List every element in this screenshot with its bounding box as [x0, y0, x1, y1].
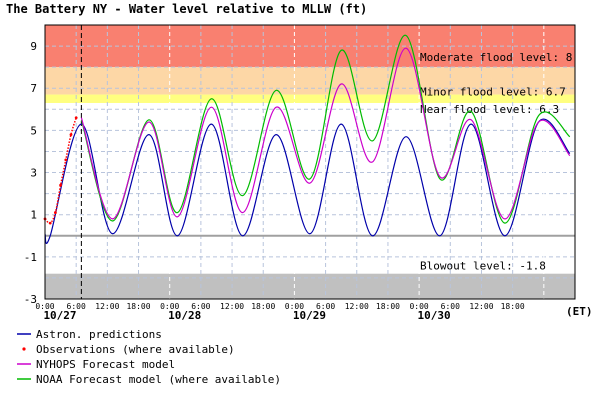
x-tick-label: 12:00	[345, 302, 369, 311]
threshold-band-1	[45, 67, 575, 95]
y-tick-label: 9	[30, 40, 37, 53]
y-tick-label: -1	[24, 251, 37, 264]
x-tick-label: 12:00	[469, 302, 493, 311]
x-tick-label: 6:00	[67, 302, 86, 311]
y-tick-label: 5	[30, 124, 37, 137]
x-tick-label: 6:00	[316, 302, 335, 311]
x-tick-label: 12:00	[220, 302, 244, 311]
x-tick-label: 0:00	[35, 302, 54, 311]
observation-point	[69, 133, 73, 137]
x-tick-label: 18:00	[251, 302, 275, 311]
date-label: 10/29	[293, 309, 326, 322]
x-tick-label: 18:00	[126, 302, 150, 311]
date-label: 10/28	[168, 309, 201, 322]
series-line-3	[80, 34, 571, 224]
y-tick-label: 7	[30, 82, 37, 95]
y-tick-label: -3	[24, 293, 37, 306]
legend-label: NYHOPS Forecast model	[36, 358, 175, 371]
series-line-0	[44, 118, 571, 244]
chart-title: The Battery NY - Water level relative to…	[6, 2, 367, 16]
threshold-label: Moderate flood level: 8	[420, 51, 572, 64]
x-tick-label: 6:00	[441, 302, 460, 311]
threshold-label: Near flood level: 6.3	[420, 103, 559, 116]
y-tick-label: 1	[30, 209, 37, 222]
x-tick-label: 0:00	[285, 302, 304, 311]
observation-point	[59, 183, 62, 187]
x-tick-label: 6:00	[191, 302, 210, 311]
observation-point	[64, 158, 68, 162]
legend-label: Observations (where available)	[36, 343, 235, 356]
x-tick-label: 0:00	[160, 302, 179, 311]
legend-label: NOAA Forecast model (where available)	[36, 373, 281, 386]
observation-point	[48, 221, 52, 225]
legend-swatch-observations	[22, 347, 26, 351]
threshold-label: Minor flood level: 6.7	[420, 86, 566, 99]
x-axis-unit-label: (ET)	[566, 305, 593, 318]
legend-label: Astron. predictions	[36, 328, 162, 341]
series-line-2	[80, 47, 571, 220]
date-label: 10/27	[43, 309, 76, 322]
x-tick-label: 18:00	[376, 302, 400, 311]
observation-point	[74, 116, 78, 120]
x-tick-label: 0:00	[409, 302, 428, 311]
x-tick-label: 12:00	[95, 302, 119, 311]
x-tick-label: 18:00	[501, 302, 525, 311]
plot-border	[44, 24, 576, 300]
y-tick-label: 3	[30, 167, 37, 180]
threshold-label: Blowout level: -1.8	[420, 260, 546, 273]
threshold-band-2	[45, 94, 575, 103]
date-label: 10/30	[418, 309, 451, 322]
observation-point	[53, 211, 57, 214]
